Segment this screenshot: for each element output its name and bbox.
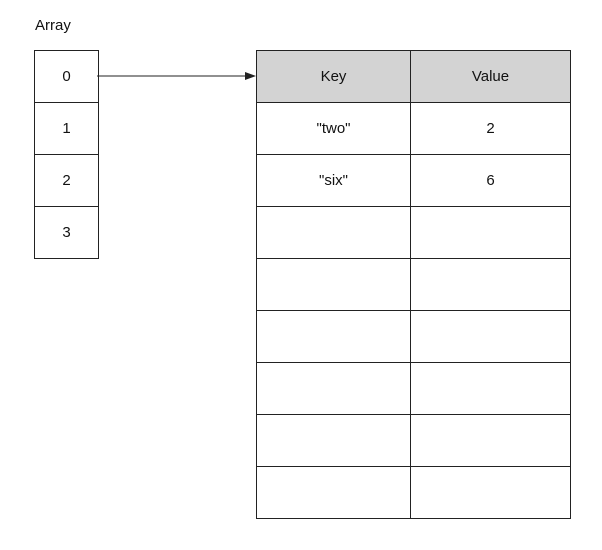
value-cell xyxy=(410,466,571,519)
array-cell-3: 3 xyxy=(62,224,71,241)
value-cell xyxy=(410,414,571,467)
array-cell-0: 0 xyxy=(35,51,98,103)
table-row xyxy=(256,206,571,259)
value-header: Value xyxy=(410,50,571,103)
table-row xyxy=(256,310,571,363)
array-cell-2: 2 xyxy=(35,155,98,207)
table-row xyxy=(256,258,571,311)
table-row: "six" 6 xyxy=(256,154,571,207)
key-value-table: Key Value "two" 2 "six" 6 xyxy=(256,50,571,519)
value-cell xyxy=(410,258,571,311)
table-header-row: Key Value xyxy=(256,50,571,103)
value-cell xyxy=(410,362,571,415)
table-row xyxy=(256,414,571,467)
table-row xyxy=(256,466,571,519)
key-cell xyxy=(256,310,411,363)
arrow-head xyxy=(245,72,256,80)
key-cell xyxy=(256,258,411,311)
key-cell: "six" xyxy=(256,154,411,207)
value-cell: 2 xyxy=(410,102,571,155)
key-cell xyxy=(256,414,411,467)
value-cell: 6 xyxy=(410,154,571,207)
array-title: Array xyxy=(35,17,71,34)
key-cell xyxy=(256,362,411,415)
key-cell: "two" xyxy=(256,102,411,155)
value-cell xyxy=(410,206,571,259)
key-cell xyxy=(256,206,411,259)
value-cell xyxy=(410,310,571,363)
array-cell-1: 1 xyxy=(35,103,98,155)
key-header: Key xyxy=(256,50,411,103)
key-cell xyxy=(256,466,411,519)
array-column: 0 1 2 3 xyxy=(34,50,99,259)
table-row xyxy=(256,362,571,415)
table-row: "two" 2 xyxy=(256,102,571,155)
